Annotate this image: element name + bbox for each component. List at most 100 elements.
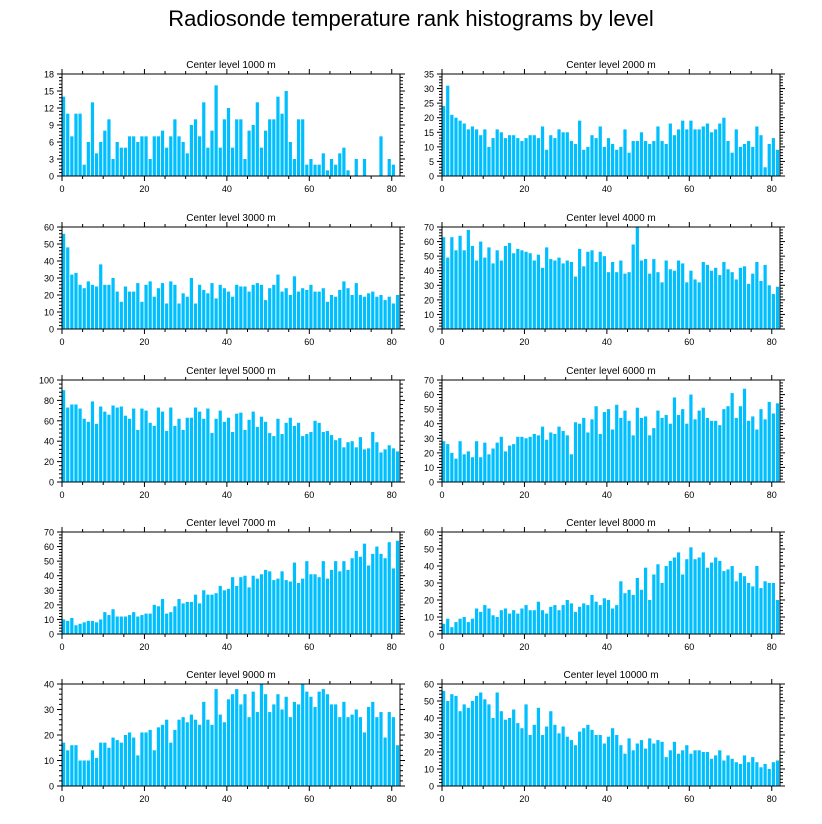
histogram-bar [569,454,573,482]
histogram-bar [247,291,251,329]
histogram-bar [169,136,173,176]
histogram-bar [226,588,231,634]
histogram-bar [623,273,627,329]
y-tick-label: 18 [44,70,54,80]
histogram-bar [462,617,466,634]
x-tick-label: 40 [602,794,612,804]
histogram-bar [462,123,466,176]
histogram-bar [169,742,173,786]
histogram-bar [251,125,255,176]
histogram-bar [767,769,771,786]
histogram-bar [94,286,99,329]
histogram-bar [86,281,90,329]
histogram-bar [189,278,193,329]
histogram-bar [218,284,222,329]
histogram-bar [499,132,503,176]
histogram-bar [350,558,354,634]
histogram-bar [115,407,119,482]
histogram-bar [714,129,718,176]
histogram-bar [516,138,520,176]
histogram-bar [185,296,189,329]
histogram-bar [549,432,553,482]
histogram-bar [280,113,284,176]
histogram-bar [586,724,590,786]
histogram-bar [247,587,251,634]
histogram-panel-4: Center level 4000 m 0 10 20 30 40 50 60 70 0 20 40 6… [424,213,785,347]
panel-title: Center level 4000 m [566,213,656,224]
histogram-bar [119,616,123,634]
histogram-bar [132,408,136,482]
y-tick-label: 5 [429,157,434,167]
histogram-bar [144,410,148,482]
histogram-bar [697,410,701,482]
histogram-bar [136,283,140,329]
y-tick-label: 20 [44,600,54,610]
plot-frame [61,379,401,483]
histogram-bar [623,593,627,634]
histogram-bar [771,413,775,482]
histogram-bar [491,718,495,786]
histogram-bar [140,301,144,329]
histogram-bar [107,119,111,176]
histogram-bar [140,408,144,482]
histogram-bar [718,425,722,482]
histogram-bar [165,613,169,634]
histogram-bar [668,750,672,786]
histogram-bar [759,767,763,786]
histogram-bar [210,130,214,176]
histogram-bar [136,142,140,176]
histogram-bar [623,129,627,176]
histogram-bar [751,146,755,176]
histogram-bar [346,288,350,329]
histogram-bar [70,136,74,176]
panel-title: Center level 3000 m [186,213,276,224]
histogram-bar [668,269,672,329]
histogram-bar [565,260,569,329]
histogram-bar [301,119,305,176]
y-tick-label: 50 [424,697,434,707]
histogram-bar [251,691,255,786]
histogram-bar [165,719,169,786]
histogram-bar [693,559,697,634]
histogram-panel-7: Center level 7000 m 0 10 20 30 40 50 60 70 0 20 40 6… [44,518,405,652]
histogram-bar [259,684,264,786]
histogram-bar [479,457,483,482]
histogram-bar [160,411,165,482]
histogram-bar [103,130,107,176]
histogram-panel-3: Center level 3000 m 0 10 20 30 40 50 60 0 20 40 60 8… [44,213,405,347]
histogram-bar [693,129,697,176]
histogram-bar [354,447,358,482]
histogram-bar [90,750,95,786]
histogram-bar [395,745,400,786]
panel-title: Center level 9000 m [186,670,276,681]
histogram-bar [483,699,487,786]
histogram-bar [594,735,598,786]
histogram-bar [705,752,710,786]
histogram-bar [648,273,652,329]
histogram-bar [70,617,74,634]
histogram-bar [557,129,561,176]
histogram-bar [198,136,202,176]
histogram-bar [474,129,479,176]
histogram-bar [549,711,553,786]
histogram-bar [181,717,185,786]
histogram-bar [214,593,218,634]
histogram-bar [446,257,450,329]
histogram-bar [709,758,714,786]
histogram-bar [99,406,103,482]
histogram-bar [185,153,189,176]
x-tick-label: 20 [139,490,149,500]
histogram-bar [458,711,462,786]
histogram-bar [709,270,714,329]
y-tick-label: 30 [424,579,434,589]
y-tick-label: 20 [424,596,434,606]
histogram-bar [512,444,516,482]
histogram-bar [111,609,115,634]
histogram-bar [272,580,276,634]
histogram-bar [536,601,541,634]
histogram-bar [239,704,243,786]
histogram-bar [268,571,272,634]
histogram-bar [193,719,198,786]
histogram-bar [685,129,689,176]
histogram-bar [705,567,710,634]
